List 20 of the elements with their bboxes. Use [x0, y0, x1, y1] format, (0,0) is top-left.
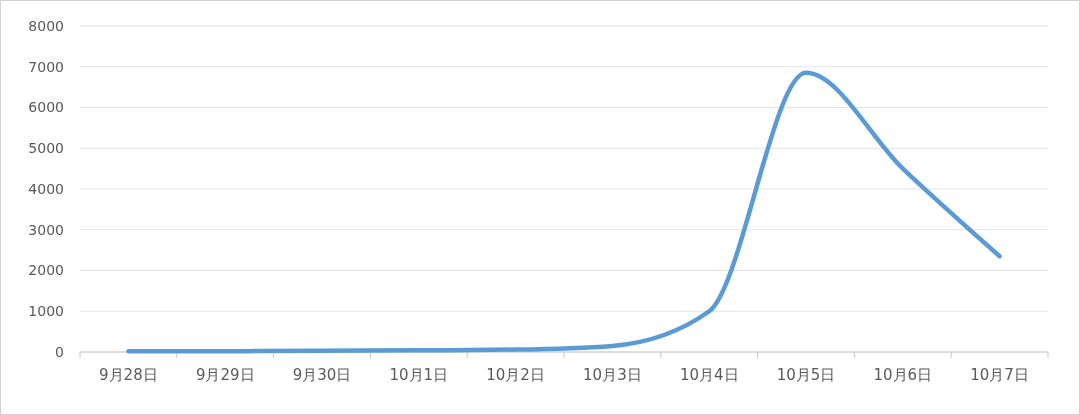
y-tick-label: 7000	[28, 58, 64, 75]
x-tick-label: 10月7日	[970, 366, 1029, 384]
y-tick-label: 8000	[28, 17, 64, 34]
y-tick-label: 1000	[28, 303, 64, 320]
x-tick-label: 9月30日	[292, 366, 352, 384]
y-tick-label: 4000	[28, 180, 64, 197]
y-tick-label: 0	[55, 343, 64, 360]
x-tick-label: 9月29日	[195, 366, 255, 384]
x-tick-label: 10月1日	[389, 366, 449, 384]
x-tick-label: 10月2日	[486, 366, 545, 384]
x-tick-label: 9月28日	[99, 366, 158, 384]
x-tick-label: 10月5日	[776, 366, 836, 384]
x-tick-label: 10月4日	[679, 366, 739, 384]
y-tick-label: 2000	[28, 262, 64, 279]
y-tick-label: 6000	[28, 99, 64, 116]
y-tick-label: 5000	[28, 140, 64, 157]
x-tick-label: 10月6日	[873, 366, 933, 384]
y-tick-label: 3000	[28, 221, 64, 238]
line-series	[126, 70, 1002, 354]
x-tick-label: 10月3日	[583, 366, 642, 384]
